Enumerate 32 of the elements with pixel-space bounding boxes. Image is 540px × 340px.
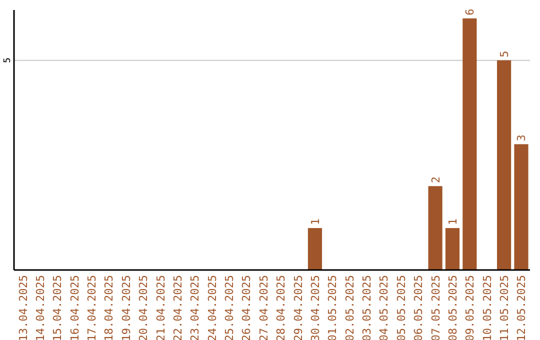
data-label: 6	[464, 8, 477, 16]
bar	[445, 228, 460, 270]
x-tick-label: 11.05.2025	[498, 275, 512, 340]
data-label: 3	[515, 134, 528, 142]
x-tick-label: 12.05.2025	[515, 275, 528, 340]
data-label: 1	[446, 218, 460, 226]
x-tick-label: 19.04.2025	[120, 275, 133, 340]
x-tick-label: 25.04.2025	[223, 275, 236, 340]
bar	[308, 228, 322, 270]
x-tick-label: 15.04.2025	[51, 275, 64, 340]
x-tick-label: 10.05.2025	[480, 275, 494, 340]
x-tick-label: 18.04.2025	[102, 275, 116, 340]
data-label: 1	[308, 218, 322, 226]
x-tick-label: 16.04.2025	[68, 275, 82, 340]
x-tick-label: 20.04.2025	[137, 275, 150, 340]
x-tick-label: 26.04.2025	[240, 275, 254, 340]
x-tick-label: 14.04.2025	[34, 275, 47, 340]
x-tick-label: 28.04.2025	[274, 275, 288, 340]
x-tick-label: 21.04.2025	[154, 275, 168, 340]
x-tick-label: 13.04.2025	[16, 275, 30, 340]
x-tick-label: 29.04.2025	[292, 275, 305, 340]
x-tick-label: 17.04.2025	[86, 275, 99, 340]
bar	[514, 144, 528, 270]
bar	[497, 60, 512, 270]
x-tick-label: 24.04.2025	[206, 275, 219, 340]
bar	[428, 186, 442, 270]
data-label: 5	[498, 50, 512, 58]
x-tick-label: 22.04.2025	[171, 275, 184, 340]
data-label: 2	[429, 176, 442, 184]
x-tick-label: 27.04.2025	[257, 275, 270, 340]
bar	[462, 18, 477, 270]
x-tick-label: 23.04.2025	[188, 275, 202, 340]
